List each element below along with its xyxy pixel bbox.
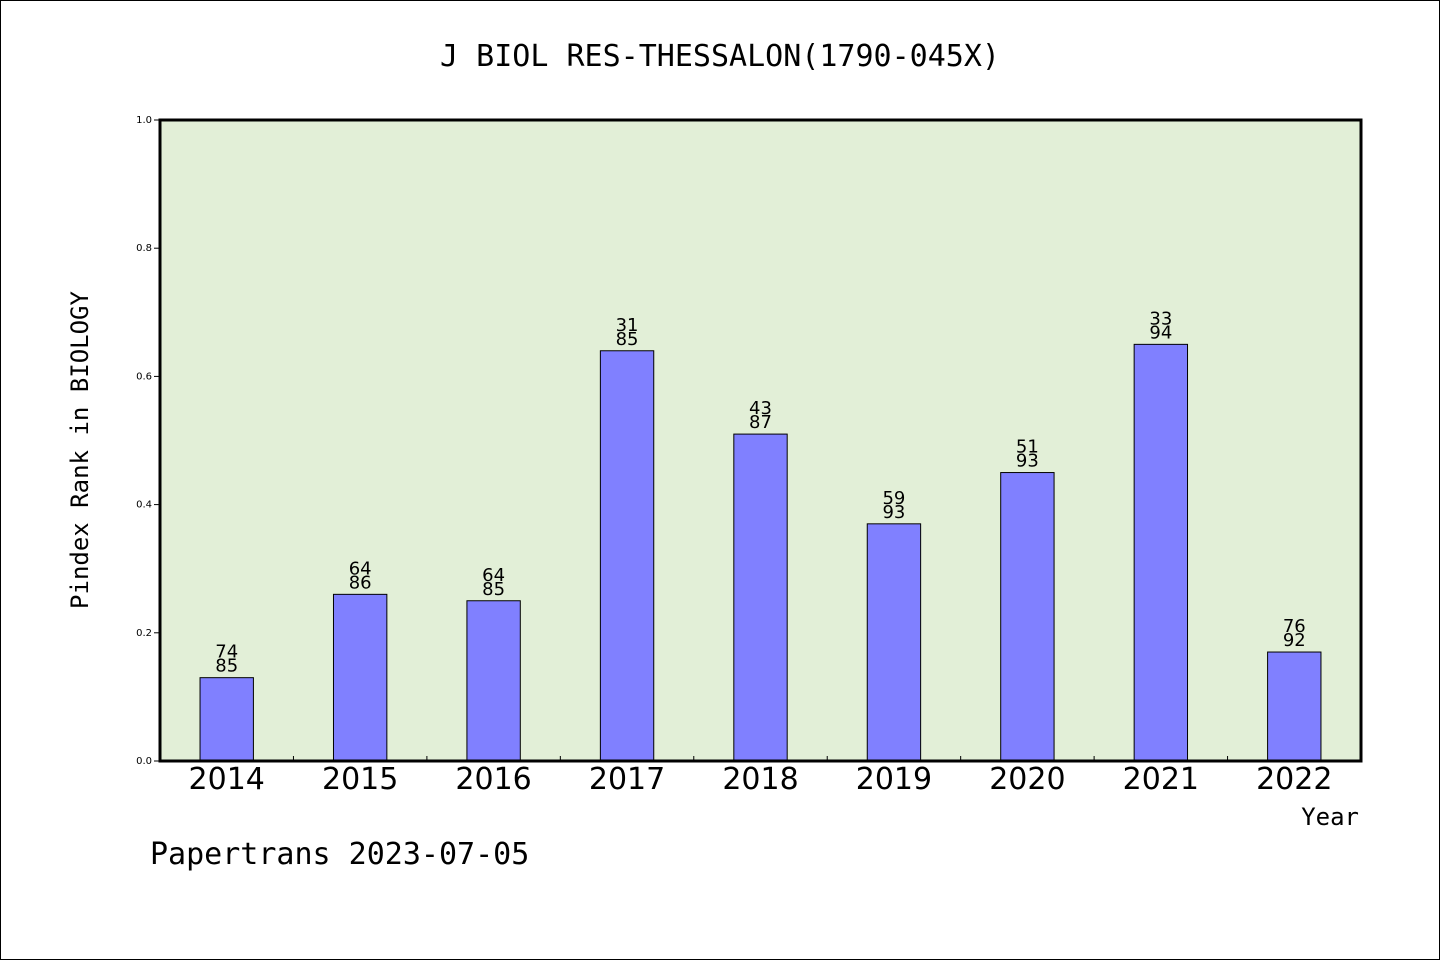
data-label-bottom: 87: [749, 412, 772, 433]
data-label-top: 64: [482, 565, 505, 586]
plot-border: [158, 118, 1363, 763]
x-axis-label: Year: [1301, 803, 1359, 831]
data-label-top: 76: [1283, 616, 1306, 637]
data-label-bottom: 85: [482, 579, 505, 600]
bar-2019: [866, 523, 922, 762]
y-tick-label: 0.4: [136, 500, 152, 511]
chart-title: J BIOL RES-THESSALON(1790-045X): [440, 39, 1000, 74]
data-label-top: 64: [349, 558, 372, 579]
data-label-bottom: 94: [1149, 322, 1172, 343]
footer-watermark: Papertrans 2023-07-05: [150, 837, 529, 872]
bar-2022: [1267, 651, 1322, 762]
x-tick-label: 2017: [589, 762, 665, 797]
data-label-top: 33: [1149, 308, 1172, 329]
bar-2017: [599, 350, 655, 762]
data-label-bottom: 85: [215, 656, 238, 677]
bar-2014: [199, 677, 254, 762]
y-axis-label: Pindex Rank in BIOLOGY: [66, 291, 94, 609]
y-tick-label: 0.6: [136, 371, 152, 382]
x-tick-label: 2018: [722, 762, 798, 797]
x-tick-label: 2016: [455, 762, 531, 797]
bar-2020: [1000, 472, 1055, 762]
data-label-top: 59: [882, 488, 905, 509]
x-tick-label: 2021: [1123, 762, 1199, 797]
bar-2018: [733, 433, 788, 762]
data-label-top: 43: [749, 398, 772, 419]
y-tick-label: 0.8: [136, 243, 152, 254]
data-label-top: 51: [1016, 437, 1039, 458]
y-tick-label: 0.0: [136, 756, 152, 767]
data-label-bottom: 93: [882, 502, 905, 523]
data-label-bottom: 86: [349, 572, 372, 593]
data-label-top: 74: [215, 642, 238, 663]
x-tick-label: 2015: [322, 762, 398, 797]
x-tick-label: 2022: [1256, 762, 1332, 797]
x-tick-label: 2014: [189, 762, 265, 797]
data-label-bottom: 93: [1016, 451, 1039, 472]
data-label-bottom: 85: [616, 329, 639, 350]
x-tick-label: 2020: [989, 762, 1065, 797]
bar-2015: [332, 593, 388, 762]
data-label-bottom: 92: [1283, 630, 1306, 651]
x-tick-label: 2019: [856, 762, 932, 797]
y-tick-label: 0.2: [136, 628, 152, 639]
bar-2021: [1133, 343, 1189, 762]
ticks-layer: 0.0 0.2 0.4 0.6 0.8 1.0 2014 2015 2016 2017 2018 20…: [136, 115, 1332, 797]
data-label-top: 31: [616, 315, 639, 336]
y-tick-label: 1.0: [136, 115, 152, 126]
bar-2016: [466, 600, 521, 762]
